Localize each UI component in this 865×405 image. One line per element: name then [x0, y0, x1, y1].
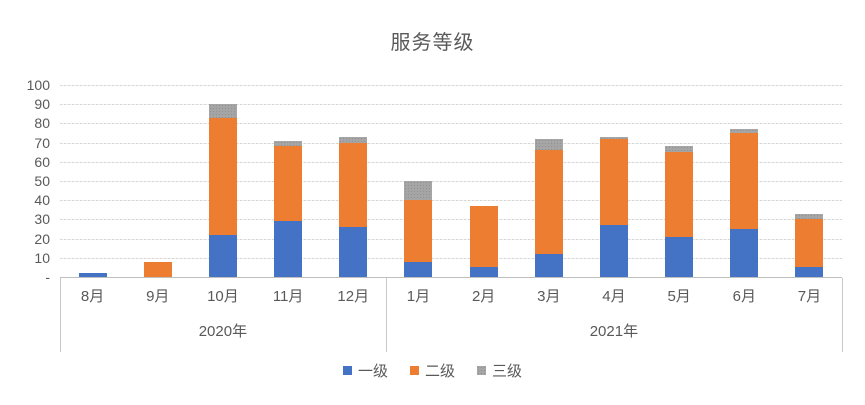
- bar-segment-二级: [795, 219, 824, 268]
- x-tick-label-9月: 9月: [146, 287, 170, 305]
- gridline-80: [60, 123, 842, 125]
- legend-label-二级: 二级: [424, 363, 455, 380]
- axis-separator-right: [842, 278, 843, 352]
- bar-segment-三级: [599, 136, 628, 139]
- x-axis-table: 8月 9月 10月 11月 12月 1月 2月 3月 4月 5月 6月 7月 2020年 2021年: [60, 277, 843, 352]
- chart-title: 服务等级: [390, 32, 475, 54]
- bar-segment-二级: [404, 200, 433, 262]
- bar-segment-三级: [665, 146, 694, 153]
- bar-5月: [665, 146, 694, 277]
- bar-segment-二级: [599, 138, 628, 226]
- bar-segment-一级: [665, 236, 694, 277]
- bar-2月: [469, 205, 498, 277]
- bar-12月: [339, 136, 368, 277]
- x-tick-label-5月: 5月: [667, 287, 691, 305]
- bar-segment-一级: [208, 234, 237, 277]
- bar-segment-一级: [274, 221, 303, 277]
- bar-7月: [795, 213, 824, 277]
- bar-segment-一级: [599, 225, 628, 277]
- bar-segment-三级: [274, 140, 303, 147]
- gridline-100: [60, 85, 842, 86]
- gridline-10: [60, 257, 842, 259]
- bar-segment-二级: [534, 150, 563, 254]
- x-tick-label-10月: 10月: [207, 287, 239, 305]
- legend-swatch-二级: [409, 366, 419, 375]
- bar-segment-三级: [534, 138, 563, 151]
- bar-segment-三级: [208, 104, 237, 118]
- y-tick-label-20: 20: [34, 230, 50, 247]
- bar-segment-一级: [404, 261, 433, 277]
- plot-area: [60, 85, 842, 278]
- bar-segment-三级: [339, 136, 368, 143]
- y-tick-label-80: 80: [34, 115, 50, 132]
- x-tick-label-11月: 11月: [272, 287, 304, 305]
- y-tick-label-10: 10: [34, 249, 50, 266]
- bar-11月: [274, 140, 303, 277]
- gridline-30: [60, 219, 842, 221]
- y-tick-label-70: 70: [34, 134, 50, 151]
- gridline-70: [60, 142, 842, 144]
- legend-label-一级: 一级: [357, 363, 388, 380]
- x-tick-label-12月: 12月: [337, 287, 370, 305]
- bar-segment-二级: [469, 205, 498, 268]
- legend-item-三级: 三级: [477, 360, 522, 381]
- x-tick-label-8月: 8月: [80, 287, 105, 305]
- axis-separator-left: [60, 278, 61, 352]
- month-labels-row: 8月 9月 10月 11月 12月 1月 2月 3月 4月 5月 6月 7月: [60, 278, 842, 312]
- axis-separator-year-boundary: [386, 278, 387, 352]
- legend-swatch-一级: [342, 366, 352, 375]
- y-tick-label-60: 60: [34, 153, 50, 170]
- bar-segment-二级: [730, 133, 759, 229]
- bar-segment-一级: [78, 273, 107, 277]
- bar-segment-三级: [730, 129, 759, 133]
- year-labels-row: 2020年 2021年: [60, 312, 842, 352]
- legend-item-二级: 二级: [409, 360, 455, 381]
- bar-segment-二级: [208, 117, 237, 235]
- bar-segment-二级: [665, 152, 694, 237]
- x-tick-label-6月: 6月: [732, 287, 756, 305]
- y-tick-label-40: 40: [34, 192, 50, 209]
- x-tick-label-3月: 3月: [537, 287, 561, 305]
- gridline-50: [60, 181, 842, 182]
- legend-swatch-三级: [477, 366, 486, 375]
- gridline-40: [60, 200, 842, 202]
- bar-9月: [143, 261, 172, 277]
- bar-segment-二级: [339, 142, 368, 228]
- bar-10月: [208, 104, 237, 277]
- bar-segment-一级: [730, 229, 759, 277]
- gridline-90: [60, 104, 842, 106]
- legend-item-一级: 一级: [342, 360, 388, 381]
- bar-segment-二级: [274, 146, 303, 222]
- bar-segment-一级: [534, 253, 563, 277]
- x-tick-label-2月: 2月: [471, 287, 496, 305]
- y-tick-label-30: 30: [34, 211, 50, 228]
- bar-6月: [730, 129, 759, 277]
- year-group-label-2020年: 2020年: [198, 323, 248, 340]
- y-tick-label-100: 100: [26, 77, 50, 93]
- year-group-label-2021年: 2021年: [589, 323, 639, 340]
- bar-1月: [404, 181, 433, 277]
- bar-segment-一级: [795, 267, 824, 277]
- bar-4月: [599, 136, 628, 277]
- legend-label-三级: 三级: [492, 363, 523, 380]
- bar-8月: [78, 273, 107, 277]
- x-tick-label-1月: 1月: [406, 287, 431, 305]
- bar-3月: [534, 138, 563, 277]
- gridline-60: [60, 161, 842, 163]
- gridline-20: [60, 238, 842, 240]
- bar-segment-三级: [404, 181, 433, 201]
- x-tick-label-7月: 7月: [797, 287, 822, 305]
- bar-segment-三级: [795, 213, 824, 220]
- legend: 一级 二级 三级: [0, 360, 865, 381]
- y-tick-label-0: -: [45, 269, 50, 285]
- x-tick-label-4月: 4月: [602, 287, 626, 305]
- bar-segment-一级: [469, 267, 498, 277]
- y-tick-label-90: 90: [34, 96, 50, 113]
- bar-segment-二级: [143, 261, 172, 277]
- bar-segment-一级: [339, 227, 368, 277]
- y-tick-label-50: 50: [34, 173, 50, 189]
